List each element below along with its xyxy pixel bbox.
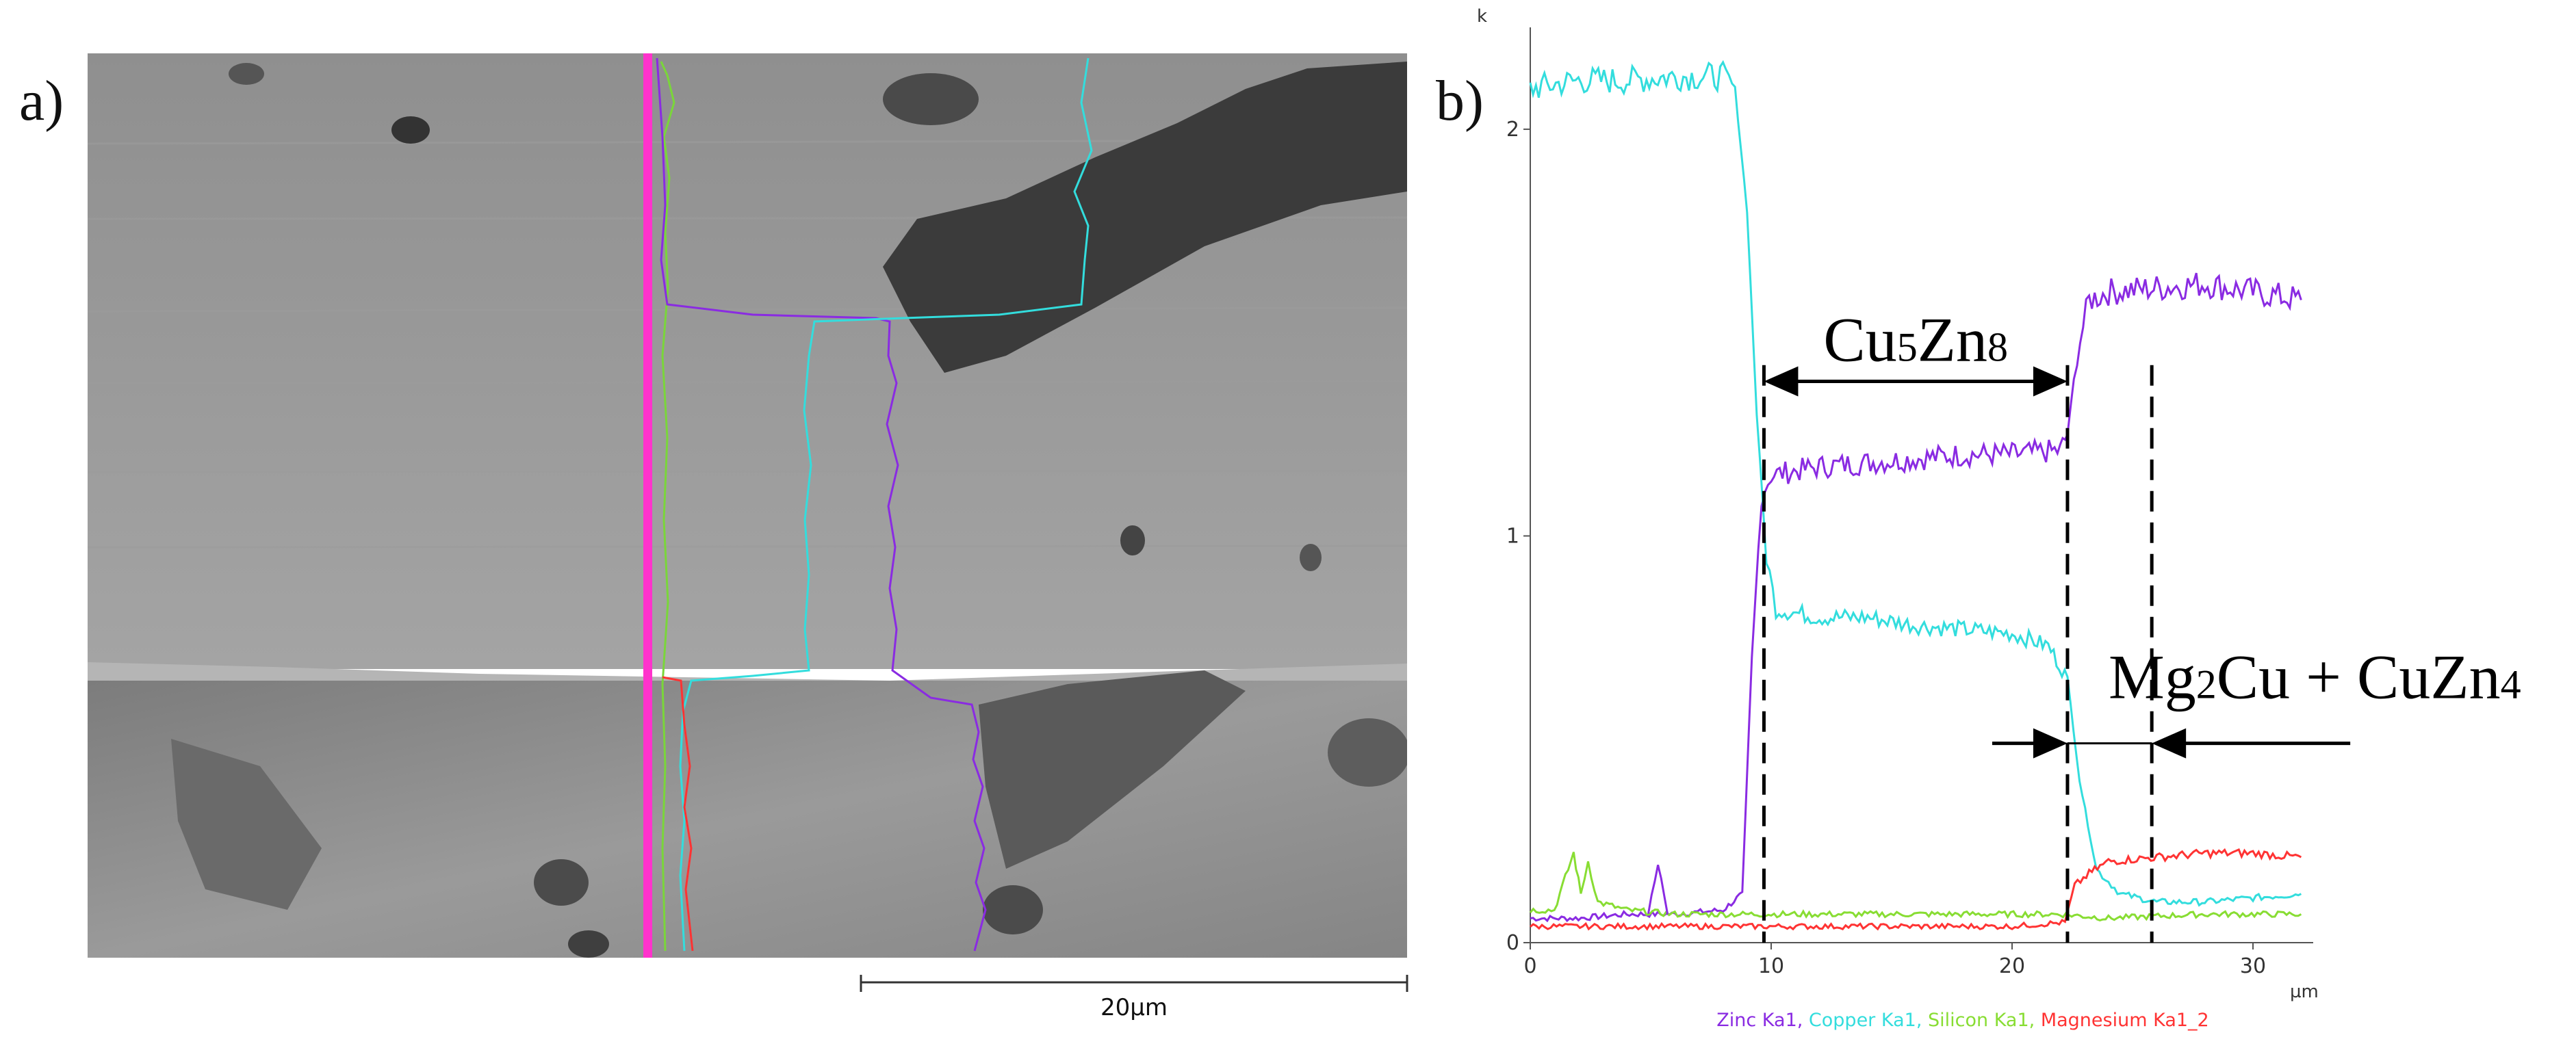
panel-a-label: a)	[19, 69, 64, 133]
mg2cu-cuzn4-label: Mg2Cu + CuZn4	[2109, 642, 2521, 712]
small-pore	[568, 930, 609, 958]
sem-magnesium-profile	[662, 676, 694, 952]
small-pore	[1120, 525, 1145, 555]
polish-scratches	[88, 139, 1407, 549]
y-tick-label: 1	[1506, 524, 1519, 548]
series-line	[1530, 272, 2302, 923]
lower-dark-region	[171, 739, 322, 910]
line-scan-marker	[643, 53, 652, 958]
scale-bar: 20µm	[860, 975, 1408, 1021]
x-unit-label: µm	[2290, 982, 2319, 1002]
sem-zinc-profile	[656, 57, 987, 952]
dark-particle	[883, 62, 1407, 373]
panel-b-label: b)	[1436, 69, 1484, 133]
series-line	[1529, 60, 2302, 907]
y-unit-label: k	[1477, 6, 1487, 27]
x-tick-label: 10	[1758, 954, 1784, 978]
series-line	[1530, 848, 2302, 931]
x-tick-label: 30	[2240, 954, 2266, 978]
y-tick-label: 2	[1506, 118, 1519, 142]
y-tick-label: 0	[1506, 931, 1519, 955]
legend-entry: Magnesium Ka1_2	[2041, 1010, 2209, 1031]
dark-pore	[883, 73, 979, 125]
x-tick-label: 0	[1523, 954, 1536, 978]
mg2cu-arrow-head-left	[2033, 728, 2068, 759]
legend: Zinc Ka1, Copper Ka1, Silicon Ka1, Magne…	[1716, 1010, 2208, 1031]
small-pore	[229, 63, 264, 85]
series-line	[1647, 865, 1669, 915]
lower-dark-region	[1328, 718, 1407, 787]
sem-silicon-profile	[660, 61, 675, 952]
interface-band	[88, 662, 1407, 684]
cu5zn8-arrow-head-left	[1764, 366, 1799, 397]
sem-copper-profile	[679, 57, 1093, 952]
lower-dark-region	[979, 670, 1246, 869]
panel-a: a)	[19, 53, 1408, 1021]
x-tick-label: 20	[1999, 954, 2025, 978]
small-pore	[983, 885, 1043, 934]
small-pore	[534, 859, 589, 906]
series-line	[1529, 852, 2302, 921]
small-pore	[391, 116, 430, 144]
cu5zn8-label: Cu5Zn8	[1823, 305, 2008, 375]
legend-entry: Zinc Ka1,	[1716, 1010, 1809, 1031]
legend-entry: Copper Ka1,	[1809, 1010, 1928, 1031]
sem-image	[88, 53, 1407, 958]
scale-bar-label: 20µm	[1100, 994, 1168, 1021]
cu5zn8-arrow-head-right	[2033, 366, 2068, 397]
legend-entry: Silicon Ka1,	[1928, 1010, 2041, 1031]
mg2cu-arrow-head-right	[2152, 728, 2187, 759]
small-pore	[1300, 544, 1322, 571]
